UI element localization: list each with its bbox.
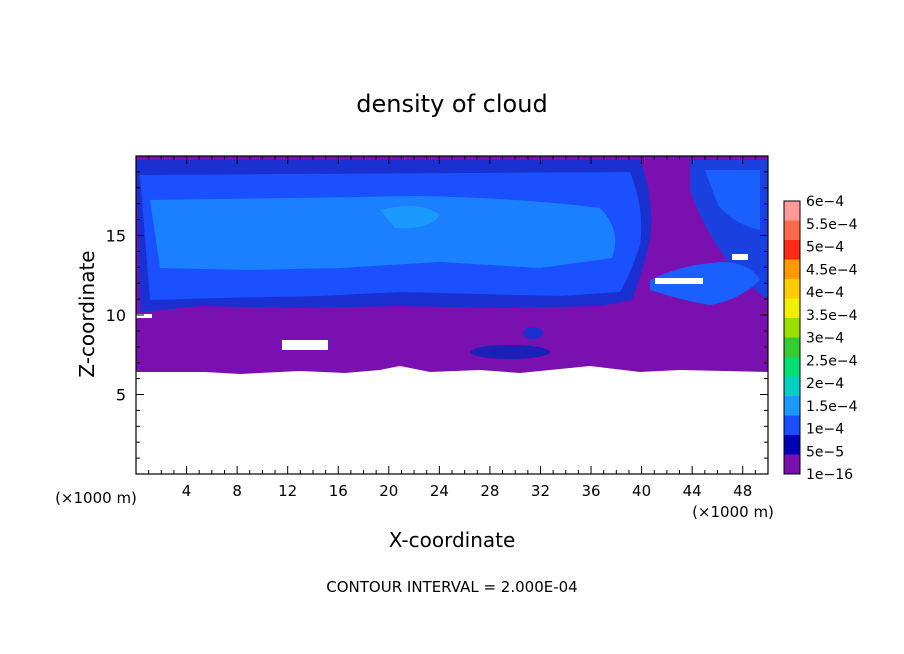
colorbar-label: 3.5e−4 xyxy=(806,308,858,324)
colorbar-label: 2.5e−4 xyxy=(806,353,858,369)
field-right-swirl xyxy=(650,262,760,305)
colorbar-swatch xyxy=(784,435,800,455)
x-tick-label: 4 xyxy=(182,482,192,500)
x-tick-label: 40 xyxy=(632,482,651,500)
colorbar-label: 5.5e−4 xyxy=(806,217,858,233)
colorbar-swatch xyxy=(784,454,800,474)
colorbar-label: 4.5e−4 xyxy=(806,262,858,278)
field-right-mediumblue xyxy=(705,170,760,230)
x-tick-label: 24 xyxy=(430,482,449,500)
field-hole-2 xyxy=(655,278,703,284)
colorbar-swatch xyxy=(784,240,800,260)
colorbar-swatch xyxy=(784,279,800,299)
colorbar-swatch xyxy=(784,337,800,357)
heatmap-field xyxy=(136,156,768,474)
field-clear-region xyxy=(136,374,768,474)
colorbar-label: 4e−4 xyxy=(806,285,844,301)
colorbar-label: 5e−5 xyxy=(806,444,844,460)
x-axis: 4 8 12 16 20 24 28 32 36 40 44 48 xyxy=(148,156,756,500)
x-tick-label: 8 xyxy=(232,482,242,500)
colorbar-swatch xyxy=(784,396,800,416)
field-dark-patch-1 xyxy=(470,345,550,359)
colorbar-swatch xyxy=(784,415,800,435)
colorbar-label: 2e−4 xyxy=(806,376,844,392)
y-tick-label: 10 xyxy=(106,306,126,325)
x-tick-label: 28 xyxy=(480,482,499,500)
field-dark-patch-2 xyxy=(523,327,543,339)
colorbar-label: 1e−16 xyxy=(806,467,853,483)
field-hole-4 xyxy=(136,314,152,318)
x-tick-label: 16 xyxy=(329,482,348,500)
colorbar-frame xyxy=(783,200,801,475)
x-unit-right: (×1000 m) xyxy=(692,503,774,521)
x-tick-label: 48 xyxy=(733,482,752,500)
colorbar-label: 6e−4 xyxy=(806,194,844,210)
field-lightblue-core xyxy=(150,196,616,270)
x-tick-label: 36 xyxy=(581,482,600,500)
y-tick-label: 5 xyxy=(116,386,126,405)
x-axis-label: X-coordinate xyxy=(389,528,516,552)
field-lightblue-blob xyxy=(380,206,440,229)
y-tick-label: 15 xyxy=(106,227,126,246)
y-axis: 5 10 15 xyxy=(106,171,768,459)
x-tick-label: 44 xyxy=(683,482,702,500)
colorbar-swatch xyxy=(784,201,800,221)
chart-title: density of cloud xyxy=(356,90,547,118)
colorbar-label: 5e−4 xyxy=(806,240,844,256)
colorbar-label: 3e−4 xyxy=(806,331,844,347)
x-tick-label: 12 xyxy=(278,482,297,500)
contour-interval-footer: CONTOUR INTERVAL = 2.000E-04 xyxy=(326,578,577,596)
colorbar-swatch xyxy=(784,259,800,279)
colorbar-label: 1.5e−4 xyxy=(806,399,858,415)
colorbar: 6e−4 5.5e−4 5e−4 4.5e−4 4e−4 3.5e−4 3e−4 2.5e−4… xyxy=(783,194,858,483)
y-axis-label: Z-coordinate xyxy=(75,250,99,377)
x-unit-left: (×1000 m) xyxy=(55,489,137,507)
colorbar-swatch xyxy=(784,318,800,338)
field-hole-1 xyxy=(282,340,328,350)
x-tick-label: 32 xyxy=(531,482,550,500)
colorbar-swatch xyxy=(784,376,800,396)
colorbar-swatch xyxy=(784,357,800,377)
colorbar-swatch xyxy=(784,298,800,318)
colorbar-label: 1e−4 xyxy=(806,422,844,438)
field-hole-3 xyxy=(732,254,748,260)
x-tick-label: 20 xyxy=(379,482,398,500)
colorbar-swatch xyxy=(784,220,800,240)
